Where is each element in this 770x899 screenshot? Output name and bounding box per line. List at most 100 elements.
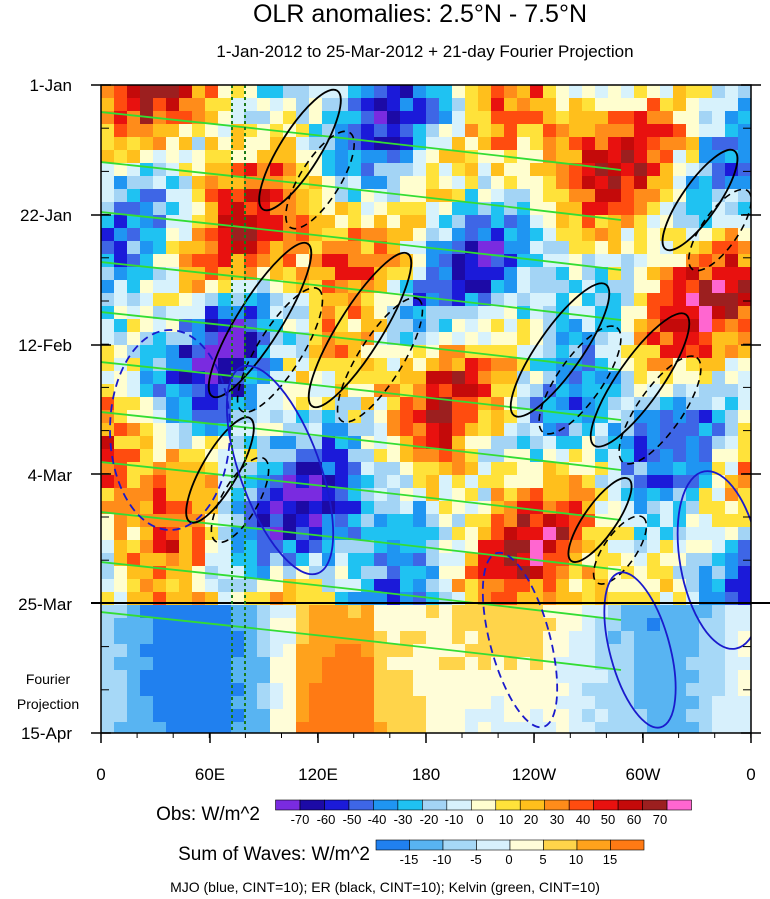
heatmap-cell <box>387 176 401 190</box>
heatmap-cell <box>127 618 141 632</box>
heatmap-cell <box>270 722 284 733</box>
heatmap-cell <box>153 423 167 437</box>
heatmap-cell <box>166 202 180 216</box>
heatmap-cell <box>556 709 570 723</box>
heatmap-cell <box>400 137 414 151</box>
heatmap-cell <box>244 410 258 424</box>
heatmap-cell <box>166 683 180 697</box>
heatmap-cell <box>465 475 479 489</box>
heatmap-cell <box>153 488 167 502</box>
heatmap-cell <box>296 670 310 684</box>
heatmap-cell <box>660 696 674 710</box>
heatmap-cell <box>166 293 180 307</box>
heatmap-cell <box>374 553 388 567</box>
heatmap-cell <box>478 358 492 372</box>
heatmap-cell <box>595 631 609 645</box>
heatmap-cell <box>335 371 349 385</box>
heatmap-cell <box>140 254 154 268</box>
heatmap-cell <box>608 254 622 268</box>
heatmap-cell <box>465 566 479 580</box>
er-contour <box>207 241 313 399</box>
heatmap-cell <box>569 137 583 151</box>
heatmap-cell <box>283 397 297 411</box>
heatmap-cell <box>647 657 661 671</box>
heatmap-cell <box>257 293 271 307</box>
heatmap-cell <box>101 566 115 580</box>
heatmap-cell <box>205 540 219 554</box>
heatmap-cell <box>153 670 167 684</box>
heatmap-cell <box>569 618 583 632</box>
heatmap-cell <box>569 449 583 463</box>
heatmap-cell <box>673 111 687 125</box>
heatmap-cell <box>712 280 726 294</box>
heatmap-cell <box>192 683 206 697</box>
heatmap-cell <box>257 683 271 697</box>
heatmap-cell <box>725 345 739 359</box>
heatmap-cell <box>699 124 713 138</box>
heatmap-cell <box>686 657 700 671</box>
heatmap-cell <box>647 358 661 372</box>
heatmap-cell <box>634 280 648 294</box>
heatmap-cell <box>361 631 375 645</box>
heatmap-cell <box>439 462 453 476</box>
heatmap-cell <box>465 202 479 216</box>
heatmap-cell <box>478 241 492 255</box>
obs-level-label: -70 <box>291 812 310 827</box>
heatmap-cell <box>387 124 401 138</box>
heatmap-cell <box>699 527 713 541</box>
heatmap-cell <box>296 709 310 723</box>
heatmap-cell <box>491 176 505 190</box>
heatmap-cell <box>166 501 180 515</box>
heatmap-cell <box>218 345 232 359</box>
heatmap-cell <box>127 189 141 203</box>
heatmap-cell <box>543 163 557 177</box>
heatmap-cell <box>270 150 284 164</box>
heatmap-cell <box>322 306 336 320</box>
heatmap-cell <box>491 189 505 203</box>
heatmap-cell <box>478 267 492 281</box>
heatmap-cell <box>452 631 466 645</box>
heatmap-cell <box>153 241 167 255</box>
heatmap-cell <box>257 371 271 385</box>
heatmap-cell <box>517 462 531 476</box>
heatmap-cell <box>361 163 375 177</box>
heatmap-cell <box>335 345 349 359</box>
heatmap-cell <box>465 410 479 424</box>
heatmap-cell <box>517 267 531 281</box>
heatmap-cell <box>673 85 687 99</box>
heatmap-cell <box>660 566 674 580</box>
heatmap-cell <box>257 150 271 164</box>
heatmap-cell <box>699 384 713 398</box>
heatmap-cell <box>608 85 622 99</box>
heatmap-cell <box>387 189 401 203</box>
heatmap-cell <box>218 631 232 645</box>
heatmap-cell <box>621 709 635 723</box>
chart-subtitle: 1-Jan-2012 to 25-Mar-2012 + 21-day Fouri… <box>216 42 633 61</box>
heatmap-cell <box>270 410 284 424</box>
heatmap-cell <box>647 501 661 515</box>
heatmap-cell <box>166 306 180 320</box>
heatmap-cell <box>192 176 206 190</box>
heatmap-cell <box>140 462 154 476</box>
heatmap-cell <box>699 696 713 710</box>
heatmap-cell <box>491 631 505 645</box>
heatmap-cell <box>348 241 362 255</box>
heatmap-cell <box>192 631 206 645</box>
heatmap-cell <box>348 709 362 723</box>
heatmap-cell <box>322 215 336 229</box>
contour-legend-footer: MJO (blue, CINT=10); ER (black, CINT=10)… <box>170 879 600 895</box>
heatmap-cell <box>738 384 751 398</box>
heatmap-cell <box>504 631 518 645</box>
heatmap-cell <box>621 306 635 320</box>
heatmap-cell <box>153 150 167 164</box>
obs-level-label: 60 <box>627 812 641 827</box>
heatmap-cell <box>114 657 128 671</box>
heatmap-cell <box>504 137 518 151</box>
heatmap-cell <box>309 384 323 398</box>
heatmap-cell <box>348 462 362 476</box>
heatmap-cell <box>712 540 726 554</box>
heatmap-cell <box>114 436 128 450</box>
heatmap-cell <box>673 228 687 242</box>
heatmap-cell <box>699 657 713 671</box>
heatmap-cell <box>426 163 440 177</box>
